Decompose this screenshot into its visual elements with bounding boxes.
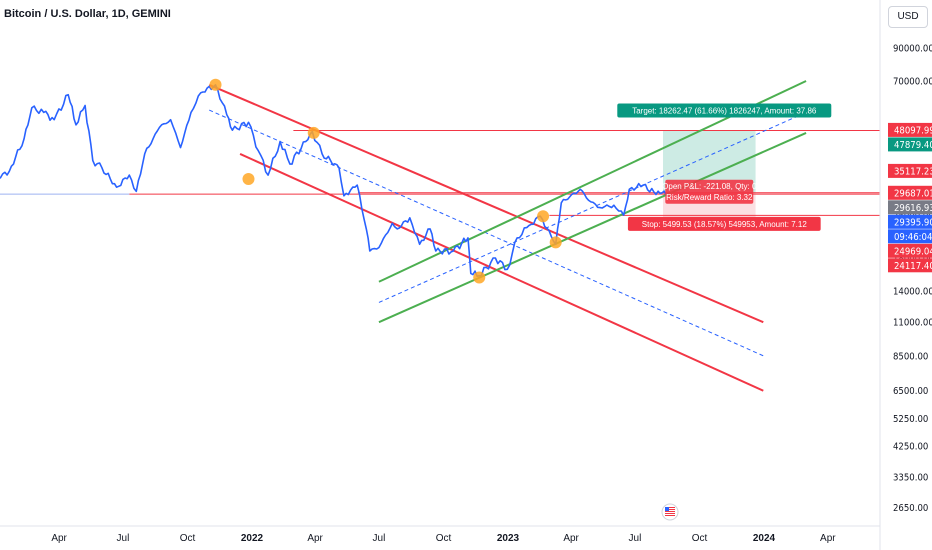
price-tick-label: 70000.00 bbox=[893, 77, 932, 88]
price-tick-label: 2650.00 bbox=[893, 503, 928, 514]
price-tick-label: 11000.00 bbox=[893, 318, 932, 329]
flag-stripe bbox=[665, 513, 676, 514]
time-tick-label: 2024 bbox=[753, 533, 776, 544]
flag-icon-group bbox=[661, 503, 679, 521]
flag-stripe bbox=[665, 509, 676, 510]
time-tick-label: Apr bbox=[307, 533, 323, 544]
time-tick-label: Jul bbox=[629, 533, 642, 544]
price-series-line-0 bbox=[0, 84, 667, 277]
price-tag-bg-7 bbox=[888, 243, 932, 258]
time-tick-label: Jul bbox=[373, 533, 386, 544]
price-tag-label: 29687.01 bbox=[894, 188, 932, 199]
price-tag-label: 24969.04 bbox=[894, 246, 932, 257]
time-tick-label: Apr bbox=[51, 533, 67, 544]
chart-title: Bitcoin / U.S. Dollar, 1D, GEMINI bbox=[4, 8, 171, 20]
price-tick-label: 8500.00 bbox=[893, 351, 928, 362]
price-tag-bg-6 bbox=[888, 229, 932, 244]
price-tick-label: 14000.00 bbox=[893, 286, 932, 297]
time-tick-label: Jul bbox=[117, 533, 130, 544]
pivot-marker-1 bbox=[307, 126, 320, 139]
stop-label-bg bbox=[627, 216, 821, 231]
price-tag-bg-1 bbox=[888, 137, 932, 152]
us-flag-icon bbox=[665, 507, 676, 516]
flag-stripe bbox=[665, 507, 676, 508]
currency-button[interactable]: USD bbox=[888, 6, 928, 28]
price-tick-label: 4250.00 bbox=[893, 442, 928, 453]
price-tag-label: 48097.99 bbox=[894, 125, 932, 136]
price-tag-bg-5 bbox=[888, 214, 932, 229]
price-tag-label: 35117.23 bbox=[894, 166, 932, 177]
red-channel-lower bbox=[239, 153, 764, 392]
risk-reward-label: Risk/Reward Ratio: 3.32 bbox=[666, 193, 753, 202]
price-tag-label: 29616.93 bbox=[894, 203, 932, 214]
price-tags: 48097.99 47879.40 35117.23 29687.01 29616.93… bbox=[888, 122, 932, 273]
flag-canton bbox=[665, 507, 670, 511]
time-tick-label: 2023 bbox=[497, 533, 520, 544]
red-channel-upper bbox=[208, 83, 764, 324]
horizontal-lines bbox=[0, 129, 880, 216]
time-axis: Apr Jul Oct 2022 Apr Jul Oct 2023 Apr Jul Oct 2024 A… bbox=[0, 525, 880, 544]
price-tick-label: 5250.00 bbox=[893, 414, 928, 425]
pivot-marker-3 bbox=[473, 271, 486, 284]
pl-box-bg bbox=[665, 179, 754, 204]
channel-lines bbox=[208, 80, 807, 392]
position-labels: Target: 18262.47 (61.66%) 1826247, Amoun… bbox=[617, 103, 832, 231]
pivot-marker-2 bbox=[242, 173, 255, 186]
time-tick-label: 2022 bbox=[241, 533, 264, 544]
price-series bbox=[0, 84, 667, 277]
price-tag-bg-0 bbox=[888, 122, 932, 137]
red-channel-mid bbox=[209, 109, 764, 357]
price-tag-bg-8 bbox=[888, 258, 932, 273]
pivot-marker-4 bbox=[537, 210, 550, 223]
price-tag-label: 47879.40 bbox=[894, 140, 932, 151]
stop-label: Stop: 5499.53 (18.57%) 549953, Amount: 7… bbox=[642, 220, 808, 229]
time-tick-label: Oct bbox=[436, 533, 452, 544]
green-channel-mid bbox=[378, 111, 807, 303]
price-tag-bg-4 bbox=[888, 200, 932, 215]
green-channel-lower bbox=[378, 132, 807, 324]
time-tick-label: Oct bbox=[180, 533, 196, 544]
price-tag-label: 29395.90 bbox=[894, 217, 932, 228]
target-label: Target: 18262.47 (61.66%) 1826247, Amoun… bbox=[632, 106, 817, 115]
price-tag-label: 09:46:04 bbox=[894, 232, 932, 243]
flag-stripe bbox=[665, 511, 676, 512]
pivot-markers bbox=[209, 78, 562, 284]
price-tag-label: 24117.40 bbox=[894, 261, 932, 272]
price-tick-label: 6500.00 bbox=[893, 386, 928, 397]
time-tick-label: Apr bbox=[563, 533, 579, 544]
target-label-bg bbox=[617, 103, 832, 118]
price-tag-bg-2 bbox=[888, 163, 932, 178]
pivot-marker-0 bbox=[209, 78, 222, 91]
time-tick-label: Oct bbox=[692, 533, 708, 544]
price-tag-bg-3 bbox=[888, 185, 932, 200]
price-tick-label: 90000.00 bbox=[893, 44, 932, 55]
flag-stripe bbox=[665, 515, 676, 516]
price-tick-label: 3350.00 bbox=[893, 473, 928, 484]
price-axis: 90000.0070000.0025000.0018000.0014000.00… bbox=[879, 0, 932, 550]
time-tick-label: Apr bbox=[820, 533, 836, 544]
open-pl-label: Open P&L: -221.08, Qty: 0 bbox=[662, 182, 757, 191]
pivot-marker-5 bbox=[549, 236, 562, 249]
